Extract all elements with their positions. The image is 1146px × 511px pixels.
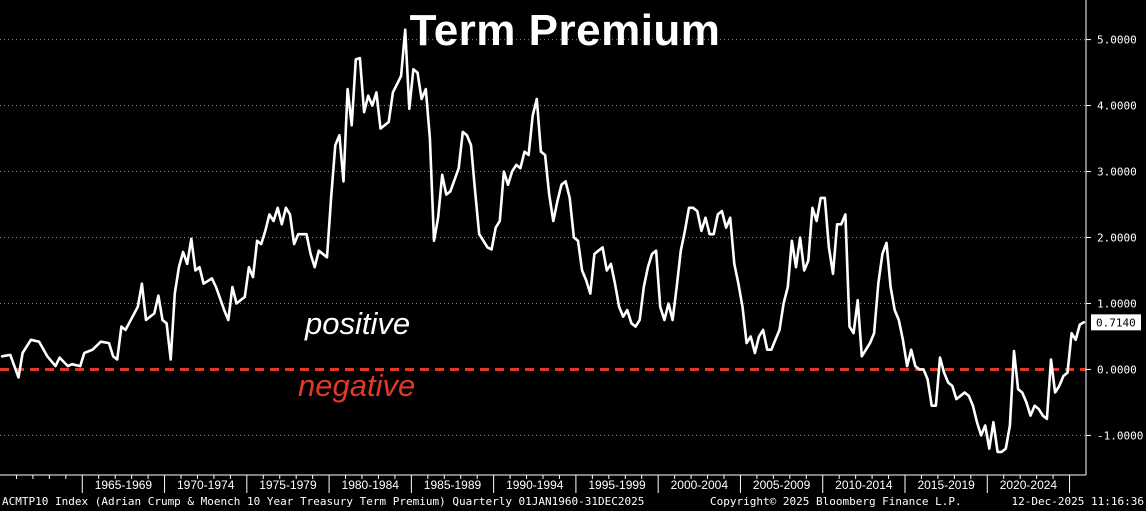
footer-timestamp: 12-Dec-2025 11:16:36 [1011,495,1144,508]
y-tick-label: 2.0000 [1097,232,1137,245]
y-axis: -1.0000 0.0000 1.0000 2.0000 3.0000 4.0000 5.0… [1085,0,1143,475]
y-tick-label: 5.0000 [1097,34,1137,47]
last-value-box [1091,314,1141,331]
chart-title: Term Premium [409,6,721,55]
term-premium-series-line [0,28,1086,454]
footer-copyright: Copyright© 2025 Bloomberg Finance L.P. [710,495,962,508]
last-value-label: 0.7140 [1096,316,1136,329]
x-tick-label: 1975-1979 [259,478,317,492]
x-tick-label: 1970-1974 [177,478,235,492]
y-tick-label: -1.0000 [1097,429,1143,442]
x-tick-label: 1990-1994 [506,478,564,492]
y-tick-label: 3.0000 [1097,166,1137,179]
series-line-layer [0,28,1086,454]
x-tick-label: 1995-1999 [588,478,646,492]
gridlines [0,39,1086,436]
x-tick-label: 2020-2024 [1000,478,1058,492]
x-tick-label: 2010-2014 [835,478,893,492]
y-tick-label: 1.0000 [1097,297,1137,310]
y-tick-label: 0.0000 [1097,363,1137,376]
x-axis: 1965-1969 1970-1974 1975-1979 1980-1984 1985… [0,474,1086,493]
x-tick-label: 2005-2009 [753,478,811,492]
positive-annotation: positive [305,306,411,341]
last-value-layer: 0.7140 [1091,314,1141,331]
x-tick-label: 1965-1969 [95,478,153,492]
x-tick-label: 1980-1984 [342,478,400,492]
y-tick-label: 4.0000 [1097,100,1137,113]
x-tick-label: 1985-1989 [424,478,482,492]
footer-index-description: ACMTP10 Index (Adrian Crump & Moench 10 … [2,495,645,508]
x-tick-label: 2000-2004 [671,478,729,492]
x-tick-label: 2015-2019 [917,478,975,492]
negative-annotation: negative [298,368,416,403]
